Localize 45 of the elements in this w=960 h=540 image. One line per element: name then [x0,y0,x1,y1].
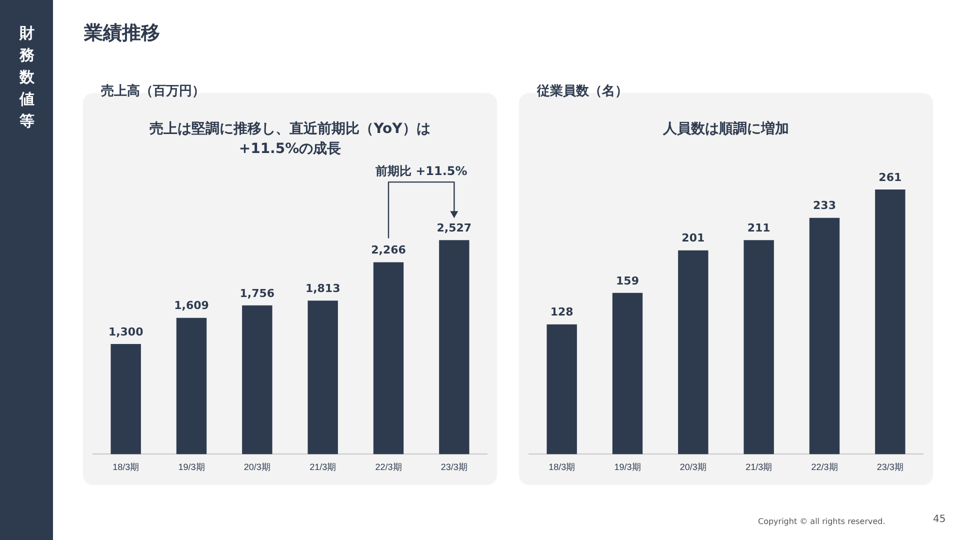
data-label: 201 [682,232,705,245]
x-tick-label: 18/3期 [548,462,576,472]
text: 業績推移 [84,21,160,46]
bar [308,300,338,454]
x-tick-label: 18/3期 [112,462,140,472]
data-label: 261 [878,170,902,184]
text: 45 [933,514,946,525]
x-tick-label: 23/3期 [876,462,904,472]
data-label: 1,609 [174,299,209,312]
data-label: 1,756 [240,286,275,300]
x-tick-label: 23/3期 [440,462,468,472]
data-label: 2,266 [371,244,406,257]
chart-subtitle: 人員数は順調に増加 [662,120,790,139]
bar [546,324,577,454]
data-label: 1,300 [108,325,144,338]
x-tick-label: 19/3期 [178,462,205,472]
x-tick-label: 20/3期 [244,462,270,472]
bar [744,240,774,454]
text: Copyright © all rights reserved. [758,517,886,526]
bar [242,305,272,454]
bar [439,240,470,454]
chart-title: 従業員数（名） [537,83,628,100]
bar [612,292,643,454]
bar [875,189,906,454]
text: 財務数値等 [18,23,36,132]
data-label: 211 [747,222,770,235]
x-tick-label: 20/3期 [680,462,706,472]
bar [809,218,840,454]
x-tick-label: 19/3期 [614,462,641,472]
x-tick-label: 22/3期 [375,462,402,472]
data-label: 2,527 [436,221,472,234]
bar [110,344,141,454]
bar [678,250,708,454]
bar [373,262,404,454]
x-tick-label: 21/3期 [310,462,336,472]
x-tick-label: 21/3期 [746,462,772,472]
chart-subtitle: 売上は堅調に推移し、直近前期比（YoY）は +11.5%の成長 [148,120,432,159]
chart-title: 売上高（百万円） [101,82,205,100]
x-tick-label: 22/3期 [811,462,838,472]
data-label: 233 [813,199,836,212]
data-label: 159 [616,274,639,288]
text: 前期比 +11.5% [374,164,468,178]
bar [176,318,207,454]
data-label: 128 [550,306,574,319]
data-label: 1,813 [305,282,340,295]
